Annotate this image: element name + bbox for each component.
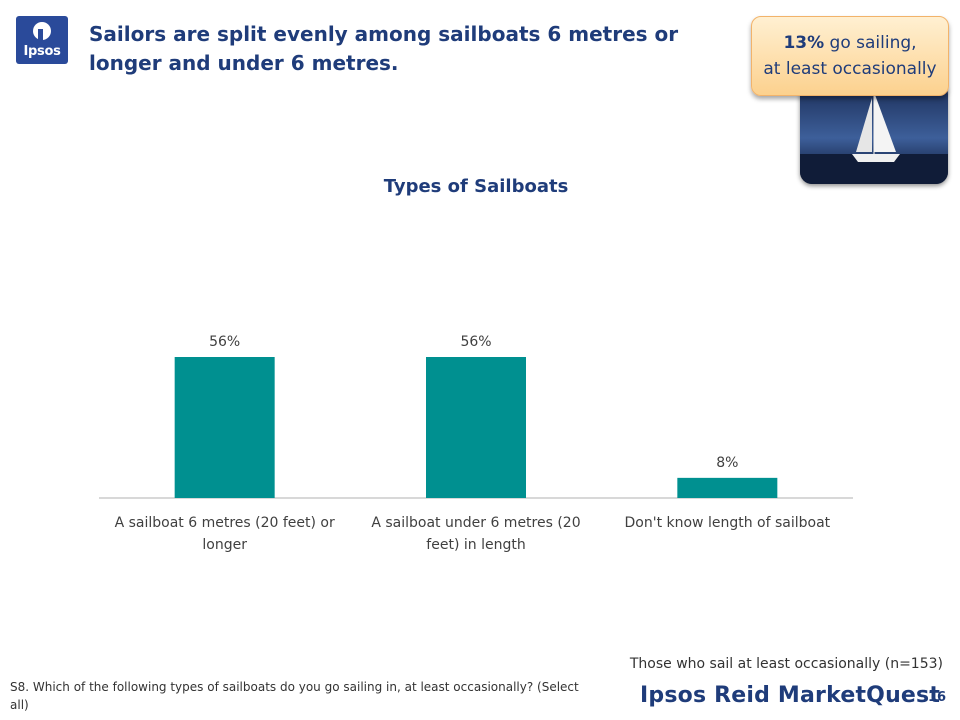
bar-1 (174, 357, 275, 498)
callout-line-1: 13% go sailing, (752, 30, 948, 56)
sailboat-photo (800, 82, 948, 184)
ipsos-logo: Ipsos (16, 16, 68, 64)
data-label-3: 8% (716, 455, 738, 471)
chart-title: Types of Sailboats (383, 176, 569, 197)
callout-line-2: at least occasionally (763, 59, 937, 79)
logo-text: Ipsos (23, 44, 61, 59)
bar-3 (677, 477, 778, 498)
category-label-3-line-1: Don't know length of sailboat (625, 515, 831, 531)
brand-footer: Ipsos Reid MarketQuest (640, 683, 941, 708)
category-label-2-line-1: A sailboat under 6 metres (20 (371, 515, 580, 531)
category-label-1-line-1: A sailboat 6 metres (20 feet) or (115, 515, 335, 531)
data-label-1: 56% (209, 334, 240, 350)
bar-2 (426, 357, 526, 498)
ipsos-logo-mark-icon (33, 22, 51, 43)
callout-percent: 13% (783, 33, 825, 53)
category-label-1-line-2: longer (202, 537, 247, 553)
sailboat-image (800, 82, 948, 184)
data-label-2: 56% (460, 334, 491, 350)
sailing-incidence-callout: 13% go sailing, at least occasionally (751, 16, 949, 96)
category-label-2-line-2: feet) in length (426, 537, 525, 553)
slide-headline: Sailors are split evenly among sailboats… (89, 22, 679, 75)
callout-line-1-text: go sailing, (824, 33, 917, 53)
page-number: 16 (928, 690, 947, 705)
base-note: Those who sail at least occasionally (n=… (629, 656, 943, 672)
sailboat-types-bar-chart: 56% A sailboat 6 metres (20 feet) or longe… (99, 334, 853, 553)
survey-question: S8. Which of the following types of sail… (10, 680, 579, 712)
